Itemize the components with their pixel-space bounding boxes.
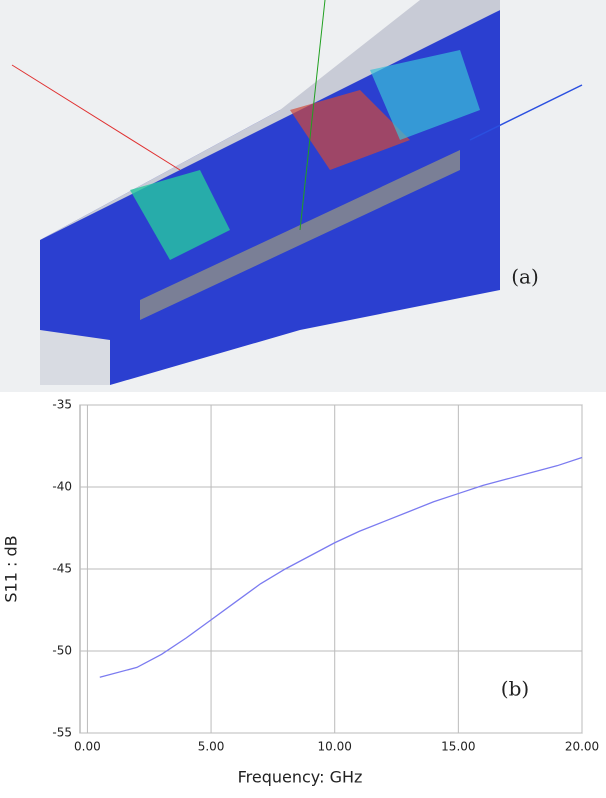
y-tick-label: -55: [52, 726, 72, 740]
panel-label: (b): [501, 677, 529, 701]
x-tick-label: 20.00: [565, 740, 599, 754]
y-axis-title: S11 : dB: [2, 535, 21, 602]
x-axis-title: Frequency: GHz: [238, 768, 363, 787]
field-2: [290, 90, 410, 170]
x-tick-label: 10.00: [318, 740, 352, 754]
strip: [140, 150, 460, 320]
port-left: [40, 330, 110, 385]
box-top: [40, 0, 500, 240]
y-tick-label: -40: [52, 480, 72, 494]
axis-y3d: [299, 0, 326, 231]
axis-z3d: [469, 84, 583, 141]
axis-x3d: [11, 64, 181, 171]
field-1: [130, 170, 230, 260]
x-tick-label: 5.00: [198, 740, 225, 754]
x-tick-label: 0.00: [74, 740, 101, 754]
render-3d: (a): [0, 0, 606, 392]
y-tick-label: -45: [52, 562, 72, 576]
y-tick-label: -50: [52, 644, 72, 658]
x-tick-label: 15.00: [441, 740, 475, 754]
data-line: [99, 456, 583, 678]
y-tick-label: -35: [52, 398, 72, 412]
panel-label: (a): [511, 265, 539, 289]
field-3: [370, 50, 480, 140]
